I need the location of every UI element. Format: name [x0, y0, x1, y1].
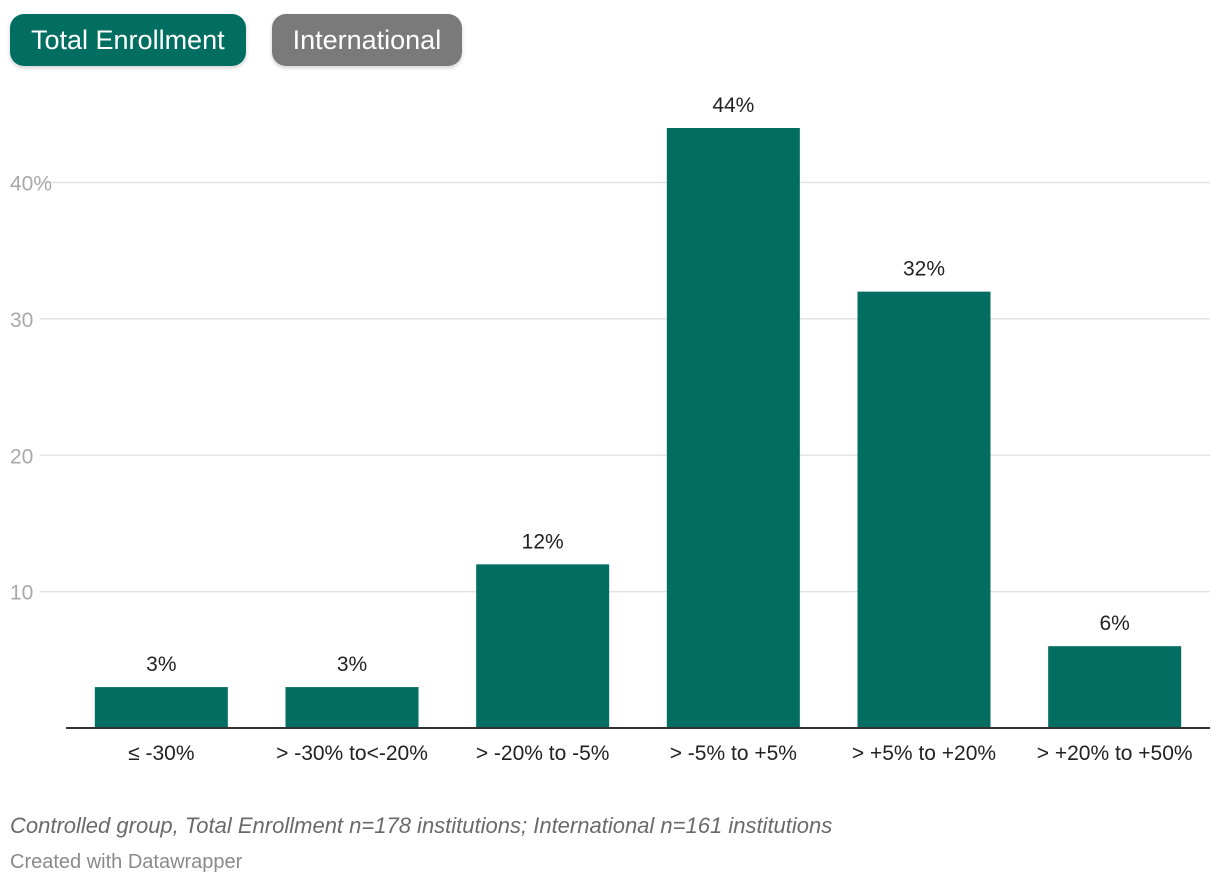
bar [1048, 646, 1182, 728]
bar [94, 687, 228, 728]
y-tick-label: 30 [10, 309, 33, 332]
datawrapper-credit: Created with Datawrapper [10, 851, 243, 873]
y-tick-label: 20 [10, 445, 33, 468]
series-toggle-group: Total Enrollment International [10, 14, 463, 66]
x-tick-label: > -20% to -5% [476, 742, 610, 765]
bar-value-label: 32% [903, 258, 945, 281]
x-tick-label: > -5% to +5% [670, 742, 797, 765]
bar-chart: 10 20 30 40% 3% ≤ -30% 3% > -30% to<-20% 12% > -2… [10, 94, 1210, 765]
bar [476, 564, 610, 728]
bar-value-label: 44% [712, 94, 754, 117]
bar-value-label: 3% [146, 653, 176, 676]
bar [285, 687, 419, 728]
x-tick-label: > +5% to +20% [852, 742, 996, 765]
bar-value-label: 3% [337, 653, 367, 676]
bar-value-label: 12% [522, 530, 564, 553]
y-tick-label: 10 [10, 582, 33, 605]
total-enrollment-button[interactable]: Total Enrollment [10, 14, 246, 66]
bar-value-label: 6% [1099, 612, 1129, 635]
international-button[interactable]: International [271, 14, 463, 66]
x-tick-label: > -30% to<-20% [276, 742, 428, 765]
chart-footnote: Controlled group, Total Enrollment n=178… [10, 813, 833, 838]
x-tick-label: ≤ -30% [128, 742, 194, 765]
bar [666, 128, 800, 728]
y-tick-label: 40% [10, 173, 52, 196]
bar [857, 291, 991, 728]
x-tick-label: > +20% to +50% [1037, 742, 1193, 765]
